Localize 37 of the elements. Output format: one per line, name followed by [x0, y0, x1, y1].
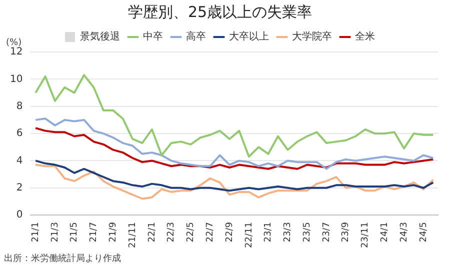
legend-label: 中卒 [143, 30, 163, 43]
x-tick-label: 22/11 [244, 222, 254, 248]
x-tick-label: 23/1 [264, 222, 274, 242]
x-tick-label: 21/7 [89, 222, 100, 242]
x-tick-label: 21/5 [70, 222, 80, 242]
x-tick-label: 24/5 [418, 222, 429, 242]
y-axis-title: (%) [6, 38, 22, 48]
x-tick-label: 22/3 [166, 222, 177, 242]
legend-label: 大学院卒 [292, 30, 332, 43]
x-tick-label: 23/7 [322, 222, 332, 242]
x-tick-label: 23/3 [283, 222, 294, 242]
x-tick-label: 21/1 [30, 222, 41, 242]
x-tick-label: 22/1 [147, 222, 158, 242]
y-tick-label: 2 [16, 182, 23, 194]
legend-label: 景気後退 [80, 30, 120, 43]
x-tick-label: 24/1 [380, 222, 390, 242]
x-tick-label: 24/3 [399, 222, 410, 242]
y-tick-label: 6 [16, 128, 23, 140]
x-tick-label: 21/11 [128, 222, 138, 248]
y-tick-label: 4 [16, 155, 23, 166]
text: 出所：米労働統計局より作成 [4, 252, 121, 264]
y-tick-label: 0 [16, 210, 23, 221]
legend-label: 全米 [355, 30, 375, 43]
x-tick-label: 23/9 [341, 222, 352, 242]
x-tick-label: 21/9 [108, 222, 118, 242]
x-tick-label: 23/5 [302, 222, 312, 242]
x-tick-label: 21/3 [50, 222, 60, 242]
x-tick-label: 22/9 [224, 222, 235, 242]
chart-title: 学歴別、25歳以上の失業率 [128, 2, 312, 21]
legend-label: 高卒 [186, 30, 206, 43]
legend-label: 大卒以上 [229, 30, 269, 43]
y-tick-label: 12 [10, 46, 23, 58]
x-tick-label: 22/5 [186, 222, 196, 242]
y-tick-label: 8 [16, 100, 23, 112]
x-tick-label: 23/11 [360, 222, 371, 248]
y-tick-label: 10 [10, 74, 23, 85]
x-tick-label: 22/7 [205, 222, 216, 242]
